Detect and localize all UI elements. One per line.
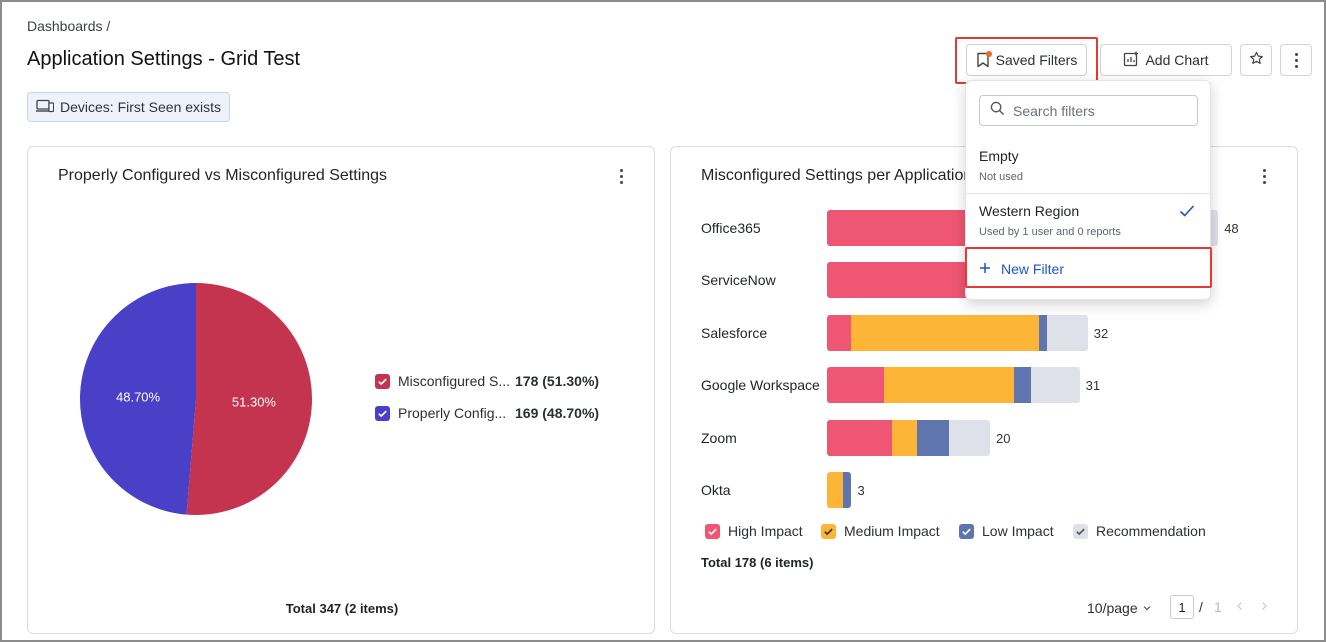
bar-segment[interactable]	[1014, 367, 1031, 404]
filter-chip-label: Devices: First Seen exists	[60, 99, 222, 115]
bar-legend-label: Low Impact	[982, 523, 1054, 539]
saved-filters-label: Saved Filters	[995, 52, 1078, 68]
bar-segment[interactable]	[827, 367, 885, 404]
bar-segment[interactable]	[892, 419, 917, 456]
bar-legend-high[interactable]: High Impact	[705, 523, 803, 539]
pie-legend-value: 178 (51.30%)	[515, 373, 600, 389]
chevron-down-icon	[1142, 600, 1152, 616]
pie-slice[interactable]	[80, 283, 196, 515]
bar-category-label: Salesforce	[701, 324, 768, 341]
bar-legend-label: Recommendation	[1096, 523, 1206, 539]
pie-slice-label: 48.70%	[116, 390, 161, 405]
bar-segment[interactable]	[1030, 367, 1080, 404]
more-options-button[interactable]	[1280, 44, 1312, 76]
new-filter-label: New Filter	[1001, 261, 1065, 277]
bar-segment[interactable]	[949, 419, 990, 456]
checkmark-icon	[1179, 204, 1195, 223]
page-separator: /	[1199, 599, 1203, 615]
bar-category-label: Office365	[701, 220, 761, 236]
page-title: Application Settings - Grid Test	[27, 48, 301, 70]
plus-icon	[979, 261, 991, 277]
saved-filters-dropdown: Empty Not used Western Region Used by 1 …	[965, 80, 1212, 300]
search-filters-box[interactable]	[979, 95, 1198, 126]
pie-total: Total 347 (2 items)	[285, 601, 399, 616]
devices-icon	[36, 99, 55, 116]
bar-legend-low[interactable]: Low Impact	[959, 523, 1054, 539]
bar-segment[interactable]	[827, 472, 844, 508]
divider	[966, 193, 1212, 194]
checkbox-checked-icon	[1073, 523, 1088, 539]
checkbox-checked-icon	[959, 523, 974, 539]
add-chart-label: Add Chart	[1145, 52, 1209, 68]
pie-card-menu-icon[interactable]	[613, 166, 629, 186]
page-size-select[interactable]: 10/page	[1087, 600, 1152, 616]
pie-legend-item-properly-configured[interactable]: Properly Config... 169 (48.70%)	[375, 405, 599, 421]
bar-segment[interactable]	[851, 314, 1039, 351]
star-icon	[1249, 51, 1264, 69]
bar-legend-label: High Impact	[728, 523, 803, 539]
new-filter-button[interactable]: New Filter	[979, 261, 1064, 277]
search-filters-input[interactable]	[1013, 102, 1183, 119]
pie-chart: 51.30% 48.70%	[80, 283, 313, 515]
bar-category-label: ServiceNow	[701, 272, 776, 289]
bar-segment[interactable]	[884, 367, 1015, 404]
bookmark-icon	[976, 51, 992, 68]
bar-legend-label: Medium Impact	[844, 523, 940, 539]
bar-legend-recommendation[interactable]: Recommendation	[1073, 523, 1206, 539]
bar-total-label: 3	[857, 483, 865, 498]
add-chart-button[interactable]: Add Chart	[1100, 44, 1232, 76]
bar-total: Total 178 (6 items)	[701, 555, 814, 570]
page-input[interactable]: 1	[1170, 595, 1194, 619]
filter-item-subtitle: Not used	[979, 171, 1024, 183]
page-total: 1	[1214, 599, 1222, 615]
pie-legend-value: 169 (48.70%)	[515, 405, 600, 421]
highlight-new-filter	[965, 247, 1212, 288]
checkbox-checked-icon	[375, 405, 390, 421]
bar-total-label: 48	[1224, 221, 1239, 236]
pie-legend-label: Misconfigured S...	[398, 373, 511, 389]
pie-slice[interactable]	[186, 283, 313, 515]
prev-page-icon[interactable]	[1235, 599, 1245, 618]
bar-card-title: Misconfigured Settings per Application	[701, 167, 973, 184]
saved-filters-button[interactable]: Saved Filters	[966, 44, 1087, 76]
bar-segment[interactable]	[916, 419, 950, 456]
bar-segment[interactable]	[1047, 314, 1088, 351]
filter-item-subtitle: Used by 1 user and 0 reports	[979, 226, 1121, 238]
next-page-icon[interactable]	[1259, 599, 1269, 618]
bar-total-label: 20	[996, 430, 1011, 446]
add-chart-icon	[1123, 51, 1139, 70]
bar-segment[interactable]	[1038, 314, 1048, 351]
highlight-saved-filters	[955, 37, 1098, 84]
breadcrumb[interactable]: Dashboards /	[27, 18, 111, 34]
bar-category-label: Okta	[701, 482, 731, 498]
kebab-icon	[1288, 50, 1304, 70]
bar-segment[interactable]	[827, 419, 893, 456]
bar-card-menu-icon[interactable]	[1256, 166, 1272, 186]
pie-legend-label: Properly Config...	[398, 405, 507, 421]
filter-item-title: Western Region	[979, 203, 1080, 219]
page-size-value: 10/page	[1087, 600, 1138, 616]
checkbox-checked-icon	[705, 523, 720, 539]
bar-segment[interactable]	[827, 314, 852, 351]
checkbox-checked-icon	[375, 373, 390, 389]
pie-legend-item-misconfigured[interactable]: Misconfigured S... 178 (51.30%)	[375, 373, 599, 389]
checkbox-checked-icon	[821, 523, 836, 539]
search-icon	[990, 101, 1005, 121]
filter-item-title: Empty	[979, 148, 1019, 164]
bar-category-label: Google Workspace	[701, 377, 820, 394]
pie-chart-card: Properly Configured vs Misconfigured Set…	[27, 146, 655, 634]
bar-category-label: Zoom	[701, 429, 737, 446]
bar-legend-medium[interactable]: Medium Impact	[821, 523, 940, 539]
filter-chip[interactable]: Devices: First Seen exists	[27, 92, 231, 122]
bar-segment[interactable]	[843, 472, 852, 508]
bar-total-label: 31	[1085, 378, 1101, 394]
bar-total-label: 32	[1093, 325, 1109, 341]
favorite-button[interactable]	[1240, 44, 1272, 76]
pie-slice-label: 51.30%	[232, 394, 277, 409]
pie-card-title: Properly Configured vs Misconfigured Set…	[58, 167, 388, 184]
